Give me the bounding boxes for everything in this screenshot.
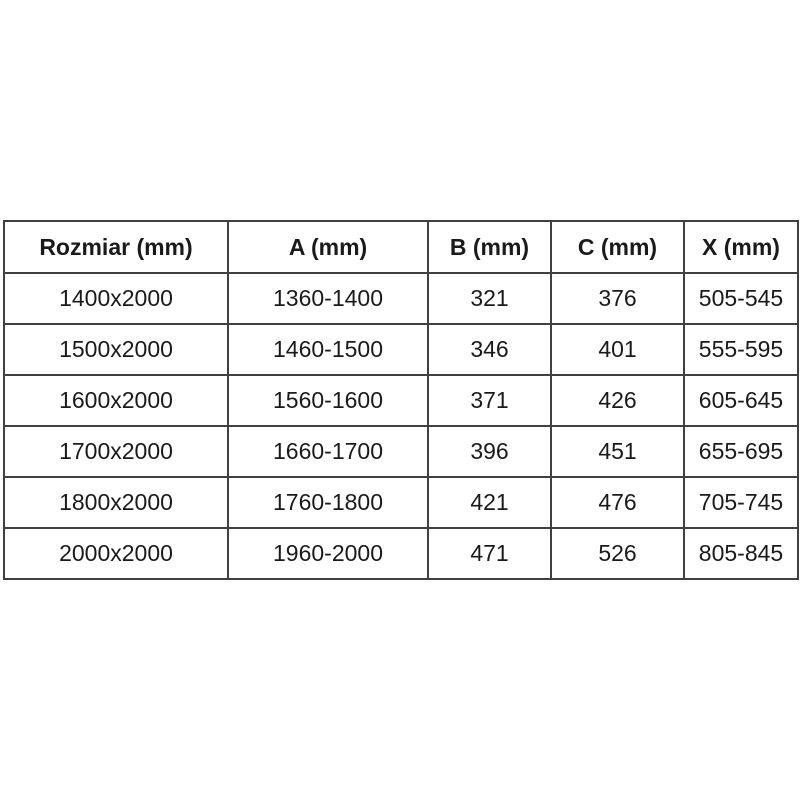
cell-c: 401 <box>550 323 685 376</box>
cell-b: 371 <box>427 374 552 427</box>
cell-a: 1960-2000 <box>227 527 429 580</box>
cell-x: 805-845 <box>683 527 799 580</box>
header-cell-rozmiar: Rozmiar (mm) <box>3 220 229 274</box>
cell-a: 1760-1800 <box>227 476 429 529</box>
size-spec-table: Rozmiar (mm) A (mm) B (mm) C (mm) X (mm)… <box>3 220 799 580</box>
header-cell-c: C (mm) <box>550 220 685 274</box>
cell-a: 1460-1500 <box>227 323 429 376</box>
header-cell-a: A (mm) <box>227 220 429 274</box>
cell-rozmiar: 1700x2000 <box>3 425 229 478</box>
header-cell-x: X (mm) <box>683 220 799 274</box>
cell-x: 555-595 <box>683 323 799 376</box>
cell-a: 1360-1400 <box>227 272 429 325</box>
cell-c: 451 <box>550 425 685 478</box>
table-row: 1800x2000 1760-1800 421 476 705-745 <box>3 476 799 529</box>
cell-x: 605-645 <box>683 374 799 427</box>
cell-rozmiar: 1600x2000 <box>3 374 229 427</box>
cell-rozmiar: 2000x2000 <box>3 527 229 580</box>
cell-c: 476 <box>550 476 685 529</box>
cell-a: 1660-1700 <box>227 425 429 478</box>
table-row: 1600x2000 1560-1600 371 426 605-645 <box>3 374 799 427</box>
table-row: 1700x2000 1660-1700 396 451 655-695 <box>3 425 799 478</box>
cell-c: 526 <box>550 527 685 580</box>
table-row: 1400x2000 1360-1400 321 376 505-545 <box>3 272 799 325</box>
cell-b: 471 <box>427 527 552 580</box>
cell-b: 346 <box>427 323 552 376</box>
cell-rozmiar: 1800x2000 <box>3 476 229 529</box>
cell-x: 505-545 <box>683 272 799 325</box>
table-row: 2000x2000 1960-2000 471 526 805-845 <box>3 527 799 580</box>
cell-x: 655-695 <box>683 425 799 478</box>
header-row: Rozmiar (mm) A (mm) B (mm) C (mm) X (mm) <box>3 220 799 274</box>
table-row: 1500x2000 1460-1500 346 401 555-595 <box>3 323 799 376</box>
cell-rozmiar: 1500x2000 <box>3 323 229 376</box>
cell-b: 321 <box>427 272 552 325</box>
cell-a: 1560-1600 <box>227 374 429 427</box>
cell-b: 396 <box>427 425 552 478</box>
cell-x: 705-745 <box>683 476 799 529</box>
header-cell-b: B (mm) <box>427 220 552 274</box>
cell-c: 376 <box>550 272 685 325</box>
cell-rozmiar: 1400x2000 <box>3 272 229 325</box>
cell-c: 426 <box>550 374 685 427</box>
cell-b: 421 <box>427 476 552 529</box>
